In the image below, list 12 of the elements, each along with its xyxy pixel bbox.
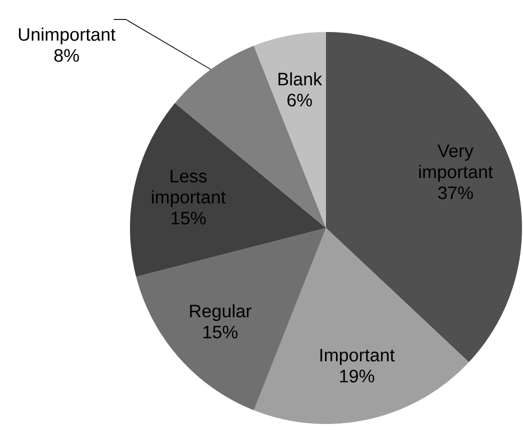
slice-label: Blank	[278, 72, 322, 86]
data-label: 8%	[54, 49, 79, 62]
slice-label: Regular	[190, 304, 252, 321]
data-label: 15%	[203, 326, 238, 338]
data-label: 15%	[172, 212, 206, 224]
data-label: 6%	[287, 94, 312, 106]
slice-label: Less important	[152, 170, 226, 208]
slice-label: Very important	[419, 144, 493, 182]
slice-label: Important	[320, 348, 395, 366]
data-label: 37%	[438, 186, 473, 200]
data-label: 19%	[340, 370, 374, 382]
slice-label: Unimportant	[18, 28, 116, 44]
